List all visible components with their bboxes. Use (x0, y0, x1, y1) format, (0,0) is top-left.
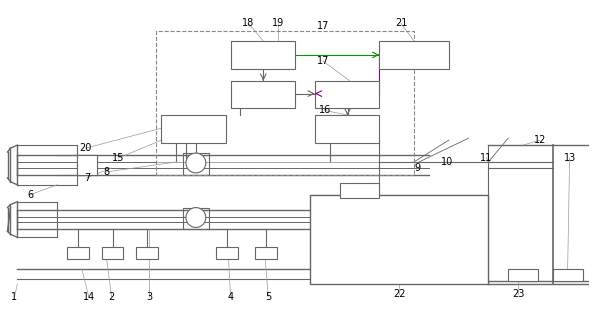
Bar (340, 183, 379, 198)
Text: 15: 15 (112, 153, 125, 163)
Text: 18: 18 (242, 18, 255, 28)
Text: 23: 23 (512, 289, 525, 299)
Text: 14: 14 (83, 292, 95, 302)
Bar (156, 31, 414, 175)
Bar (183, 208, 209, 229)
Text: 9: 9 (414, 163, 420, 173)
Bar (255, 247, 277, 259)
Text: 17: 17 (317, 21, 329, 31)
Text: 11: 11 (480, 153, 493, 163)
Bar (310, 195, 488, 284)
Bar (508, 269, 538, 281)
Text: 3: 3 (146, 292, 152, 302)
Bar (230, 41, 295, 69)
Text: 5: 5 (265, 292, 271, 302)
Text: 19: 19 (272, 18, 284, 28)
Bar (77, 155, 96, 175)
Text: 4: 4 (227, 292, 234, 302)
Text: 8: 8 (104, 167, 110, 177)
Bar (161, 115, 226, 143)
Text: 21: 21 (395, 18, 407, 28)
Circle shape (186, 208, 206, 227)
Bar (315, 115, 379, 143)
Text: 10: 10 (440, 157, 453, 167)
Text: 20: 20 (80, 143, 92, 153)
Bar (67, 247, 89, 259)
Bar (102, 247, 124, 259)
Text: 13: 13 (564, 153, 576, 163)
Bar (315, 81, 379, 109)
Bar (379, 41, 449, 69)
Text: 16: 16 (318, 105, 331, 115)
Bar (553, 269, 583, 281)
Bar (215, 247, 237, 259)
Text: 6: 6 (27, 190, 33, 200)
Text: 22: 22 (393, 289, 406, 299)
Text: 12: 12 (534, 135, 546, 145)
Text: 2: 2 (108, 292, 115, 302)
Text: 17: 17 (317, 56, 329, 66)
Bar (136, 247, 158, 259)
Text: 1: 1 (11, 292, 18, 302)
Bar (183, 153, 209, 175)
Circle shape (186, 153, 206, 173)
Bar (230, 81, 295, 109)
Text: 7: 7 (83, 173, 90, 183)
